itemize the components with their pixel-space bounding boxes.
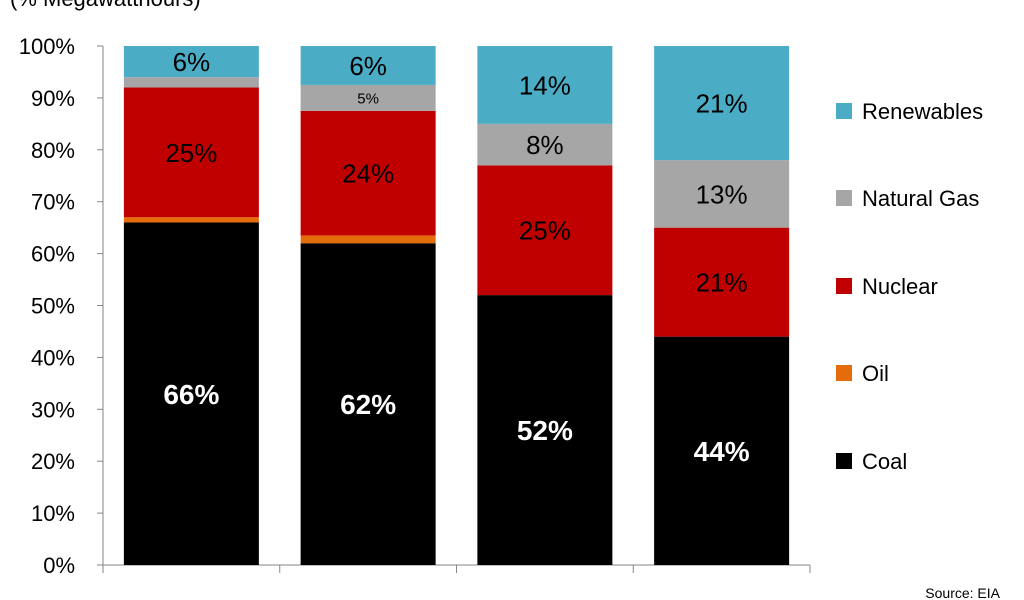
bar-segment-nuclear — [654, 227, 790, 337]
data-label: 6% — [173, 47, 211, 77]
y-tick-label: 20% — [31, 449, 75, 474]
data-label: 8% — [526, 130, 564, 160]
y-tick-label: 90% — [31, 86, 75, 111]
bar-segment-natural-gas — [123, 77, 259, 88]
legend-label: Oil — [862, 361, 889, 386]
legend-label: Natural Gas — [862, 186, 979, 211]
y-tick-label: 40% — [31, 345, 75, 370]
y-tick-label: 100% — [19, 34, 75, 59]
y-tick-label: 70% — [31, 190, 75, 215]
y-tick-label: 0% — [43, 553, 75, 578]
data-label: 25% — [519, 216, 571, 246]
bar-segment-renewables — [654, 46, 790, 161]
data-label: 62% — [340, 389, 396, 420]
y-tick-label: 60% — [31, 242, 75, 267]
bar-segment-oil — [300, 235, 436, 244]
legend-swatch-renewables — [836, 103, 852, 119]
bar-segment-renewables — [300, 46, 436, 85]
legend-swatch-natural-gas — [836, 190, 852, 206]
bar-segment-coal — [477, 295, 613, 565]
bar-segment-coal — [654, 336, 790, 565]
legend-swatch-coal — [836, 453, 852, 469]
bar-segment-oil — [123, 217, 259, 223]
data-label: 21% — [696, 268, 748, 298]
source-note: Source: EIA — [925, 585, 1000, 600]
legend-label: Nuclear — [862, 274, 938, 299]
data-label: 24% — [342, 159, 394, 189]
bar-segment-natural-gas — [654, 160, 790, 228]
data-label: 13% — [696, 179, 748, 209]
legend-label: Coal — [862, 449, 907, 474]
bar-segment-coal — [300, 243, 436, 565]
y-tick-label: 30% — [31, 397, 75, 422]
legend-label: Renewables — [862, 99, 983, 124]
legend-swatch-nuclear — [836, 278, 852, 294]
data-label: 6% — [349, 51, 387, 81]
bar-segment-renewables — [477, 46, 613, 124]
data-label: 44% — [694, 436, 750, 467]
bar-segment-coal — [123, 222, 259, 565]
bar-segment-natural-gas — [477, 123, 613, 166]
bar-segment-nuclear — [300, 110, 436, 236]
legend-swatch-oil — [836, 365, 852, 381]
bar-segment-nuclear — [123, 87, 259, 218]
data-label: 52% — [517, 415, 573, 446]
y-tick-label: 10% — [31, 501, 75, 526]
bar-segment-nuclear — [477, 165, 613, 296]
y-tick-label: 80% — [31, 138, 75, 163]
data-label: 66% — [163, 379, 219, 410]
data-label: 21% — [696, 88, 748, 118]
data-label: 25% — [165, 138, 217, 168]
data-label: 5% — [357, 90, 379, 107]
y-tick-label: 50% — [31, 294, 75, 319]
data-label: 14% — [519, 70, 571, 100]
bar-segment-renewables — [123, 46, 259, 78]
chart-title: (% Megawatthours) — [10, 0, 201, 11]
bar-segment-natural-gas — [300, 84, 436, 111]
